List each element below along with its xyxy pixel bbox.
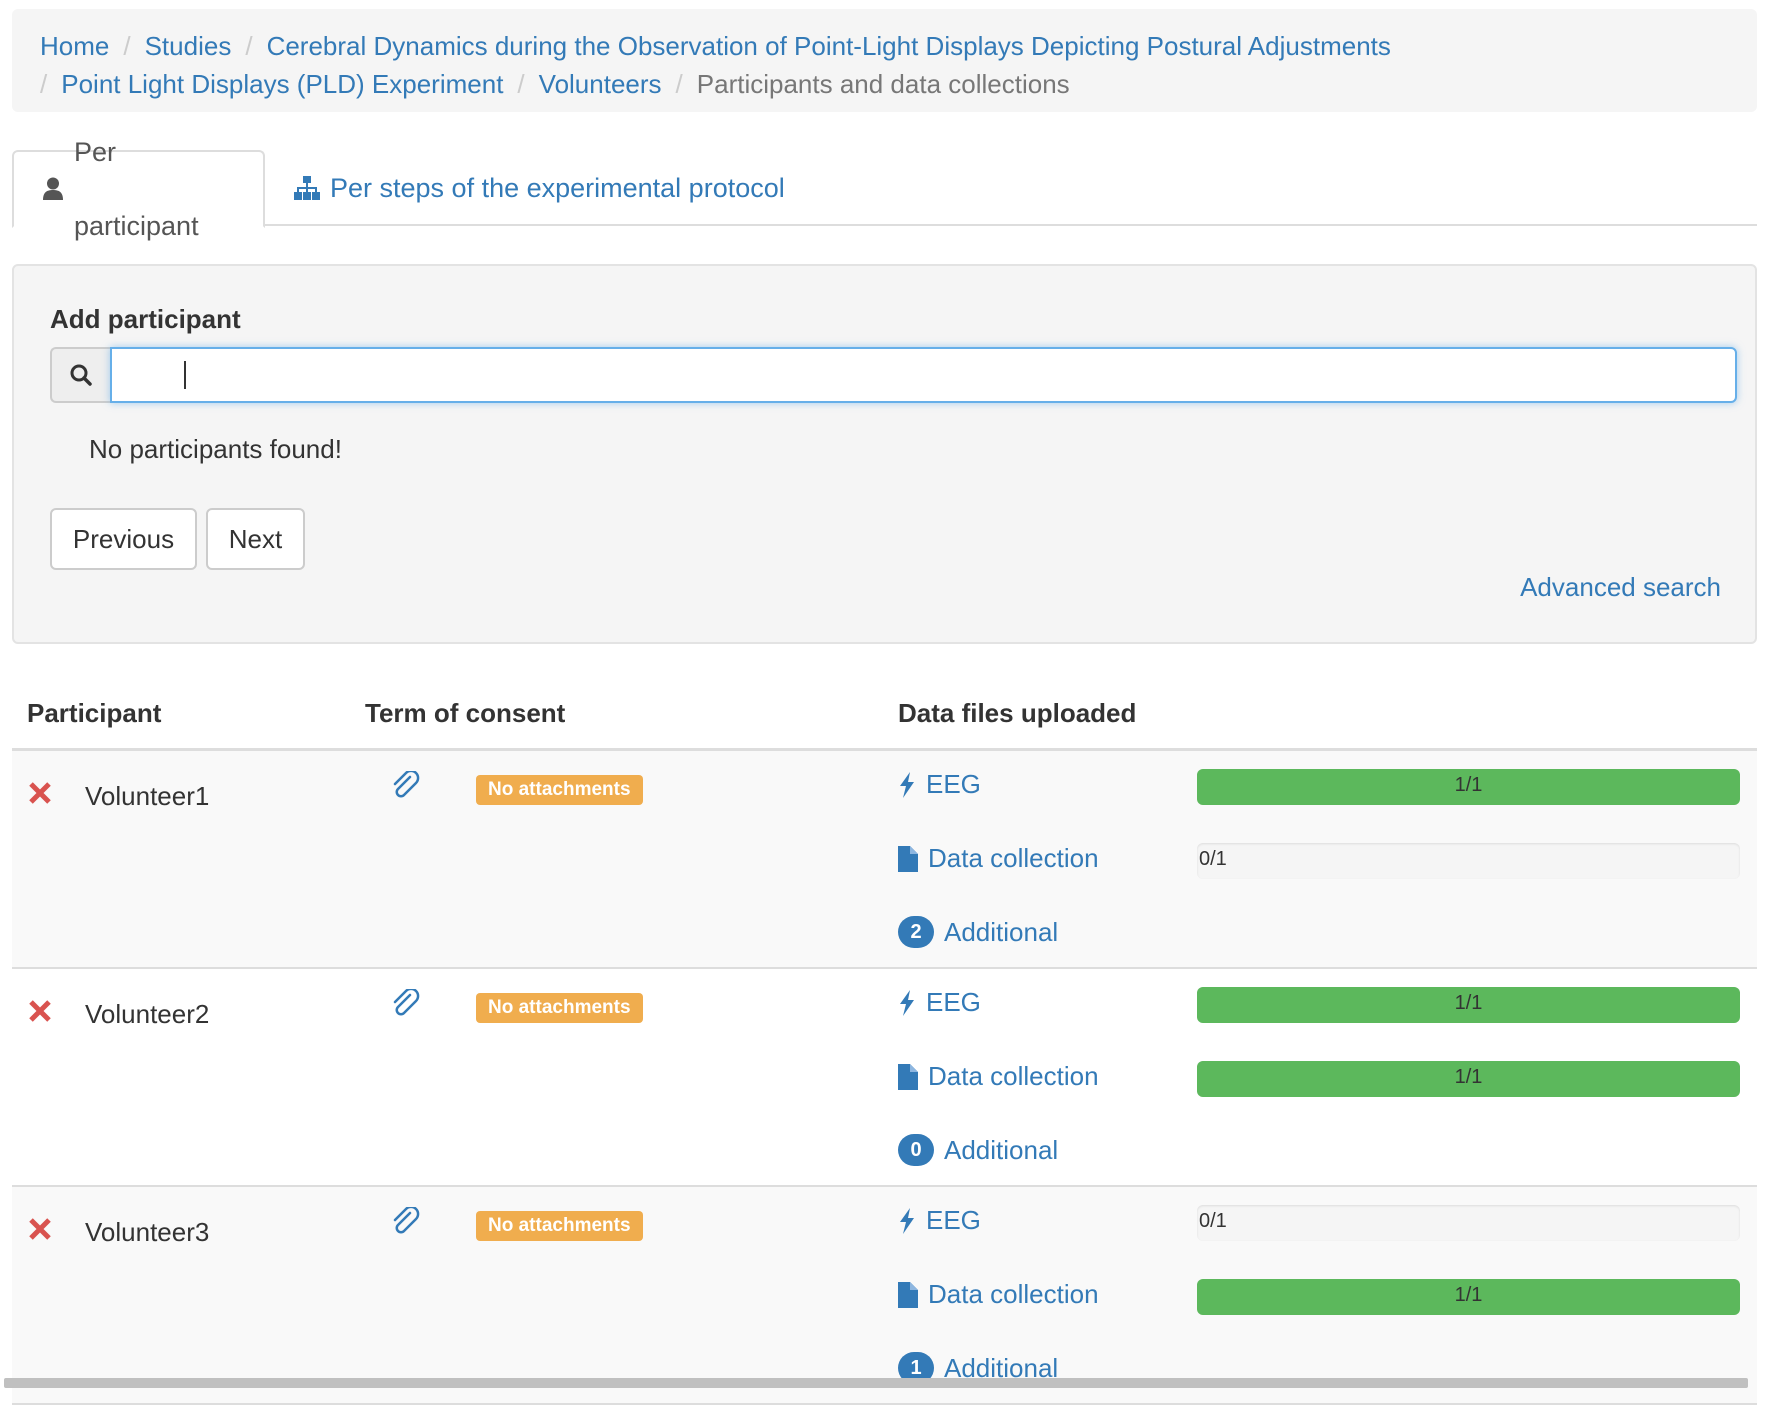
- bolt-icon: [900, 989, 914, 1016]
- remove-icon[interactable]: [28, 999, 52, 1023]
- additional-link[interactable]: 2 Additional: [898, 916, 1058, 948]
- additional-link[interactable]: 0 Additional: [898, 1134, 1058, 1166]
- breadcrumb-current: Participants and data collections: [696, 69, 1070, 99]
- paperclip-icon[interactable]: [390, 771, 420, 801]
- table-row: Volunteer2 No attachments EEG 1/1 Data c…: [12, 969, 1757, 1187]
- progress-text: 1/1: [1454, 1284, 1483, 1306]
- horizontal-scrollbar[interactable]: [4, 1378, 1748, 1388]
- eeg-progress: 0/1: [1197, 1205, 1740, 1241]
- data-collection-progress: 1/1: [1197, 1061, 1740, 1097]
- data-collection-progress: 0/1: [1197, 843, 1740, 879]
- data-collection-link[interactable]: Data collection: [898, 1279, 1099, 1310]
- tab-label: Per steps of the experimental protocol: [330, 173, 785, 203]
- table-header: Participant Term of consent Data files u…: [12, 680, 1757, 751]
- text-cursor: [184, 361, 186, 389]
- panel-title: Add participant: [50, 304, 241, 334]
- breadcrumb-home[interactable]: Home: [40, 31, 110, 61]
- participant-search-input[interactable]: [110, 347, 1737, 403]
- remove-icon[interactable]: [28, 781, 52, 805]
- eeg-progress: 1/1: [1197, 987, 1740, 1023]
- no-results-message: No participants found!: [89, 434, 342, 464]
- breadcrumb-study[interactable]: Cerebral Dynamics during the Observation…: [266, 31, 1391, 61]
- header-consent: Term of consent: [365, 698, 566, 728]
- sitemap-icon: [294, 176, 320, 200]
- search-input-group: [50, 347, 1737, 403]
- eeg-link[interactable]: EEG: [898, 1205, 981, 1236]
- additional-count-badge: 2: [898, 916, 934, 948]
- data-collection-link[interactable]: Data collection: [898, 843, 1099, 874]
- additional-count-badge: 0: [898, 1134, 934, 1166]
- bolt-icon: [900, 1207, 914, 1234]
- header-files: Data files uploaded: [898, 698, 1137, 728]
- progress-bar: [1197, 987, 1740, 1023]
- breadcrumb-volunteers[interactable]: Volunteers: [538, 69, 662, 99]
- participant-name: Volunteer1: [85, 781, 210, 811]
- progress-bar: [1197, 1279, 1740, 1315]
- view-tabs: Per participant Per steps of the experim…: [12, 137, 1757, 241]
- progress-bar: [1197, 1061, 1740, 1097]
- eeg-link[interactable]: EEG: [898, 769, 981, 800]
- tab-per-steps[interactable]: Per steps of the experimental protocol: [266, 150, 813, 226]
- file-icon: [898, 1063, 918, 1090]
- paperclip-icon[interactable]: [390, 1207, 420, 1237]
- consent-status-badge: No attachments: [476, 1211, 643, 1241]
- progress-text: 0/1: [1199, 848, 1227, 870]
- participant-name: Volunteer3: [85, 1217, 210, 1247]
- header-participant: Participant: [27, 698, 162, 728]
- eeg-progress: 1/1: [1197, 769, 1740, 805]
- user-icon: [43, 177, 63, 200]
- add-participant-panel: Add participant No participants found! P…: [12, 264, 1757, 644]
- tab-label: Per participant: [74, 137, 199, 241]
- file-icon: [898, 845, 918, 872]
- breadcrumb: Home / Studies / Cerebral Dynamics during th…: [12, 9, 1757, 112]
- file-icon: [898, 1281, 918, 1308]
- data-collection-link[interactable]: Data collection: [898, 1061, 1099, 1092]
- progress-text: 1/1: [1454, 1066, 1483, 1088]
- consent-status-badge: No attachments: [476, 775, 643, 805]
- participants-table: Participant Term of consent Data files u…: [12, 680, 1757, 1405]
- breadcrumb-studies[interactable]: Studies: [144, 31, 232, 61]
- paperclip-icon[interactable]: [390, 989, 420, 1019]
- search-icon: [70, 364, 92, 386]
- tab-per-participant[interactable]: Per participant: [12, 137, 265, 241]
- progress-text: 0/1: [1199, 1210, 1227, 1232]
- table-row: Volunteer1 No attachments EEG 1/1 Data c…: [12, 751, 1757, 969]
- table-row: Volunteer3 No attachments EEG 0/1 Data c…: [12, 1187, 1757, 1405]
- search-addon: [50, 347, 110, 403]
- eeg-link[interactable]: EEG: [898, 987, 981, 1018]
- progress-text: 1/1: [1454, 774, 1483, 796]
- consent-status-badge: No attachments: [476, 993, 643, 1023]
- remove-icon[interactable]: [28, 1217, 52, 1241]
- advanced-search-link[interactable]: Advanced search: [1520, 572, 1721, 602]
- next-button[interactable]: Next: [206, 508, 305, 570]
- breadcrumb-experiment[interactable]: Point Light Displays (PLD) Experiment: [61, 69, 504, 99]
- additional-link[interactable]: 1 Additional: [898, 1352, 1058, 1384]
- participant-name: Volunteer2: [85, 999, 210, 1029]
- progress-bar: [1197, 769, 1740, 805]
- bolt-icon: [900, 771, 914, 798]
- previous-button[interactable]: Previous: [50, 508, 197, 570]
- data-collection-progress: 1/1: [1197, 1279, 1740, 1315]
- progress-text: 1/1: [1454, 992, 1483, 1014]
